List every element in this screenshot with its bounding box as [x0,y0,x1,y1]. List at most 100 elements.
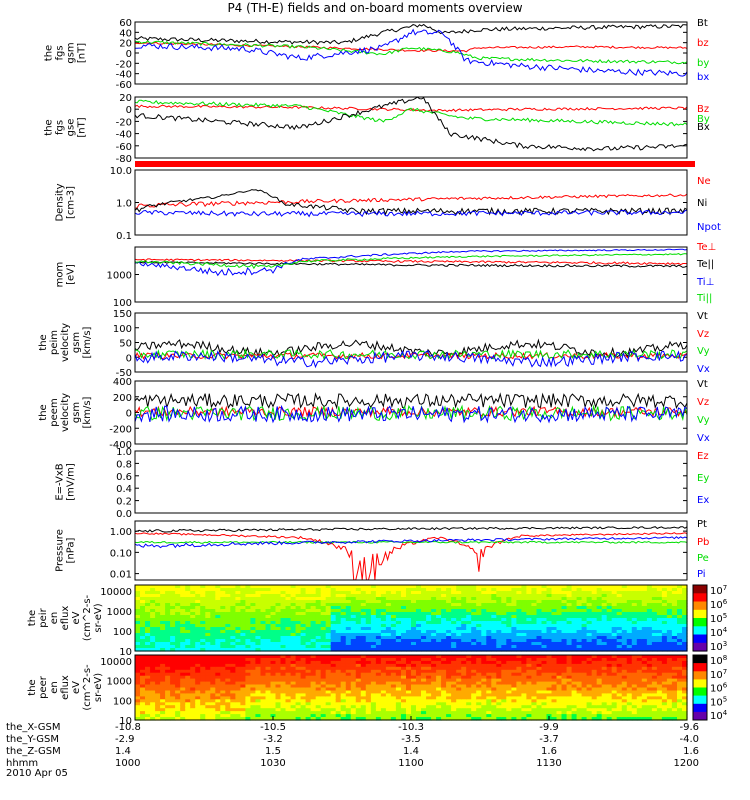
heatmap-cell [656,705,663,709]
heatmap-cell [315,597,322,601]
heatmap-cell [621,687,628,692]
heatmap-cell [225,702,231,706]
heatmap-cell [451,633,457,637]
heatmap-cell [456,624,462,628]
heatmap-cell [511,693,517,697]
heatmap-cell [641,612,648,616]
heatmap-cell [511,624,517,628]
heatmap-cell [426,618,432,622]
heatmap-cell [682,636,688,640]
heatmap-cell [571,660,578,665]
heatmap-cell [631,672,638,677]
heatmap-cell [556,711,563,715]
heatmap-cell [360,609,367,613]
heatmap-cell [235,681,241,686]
heatmap-cell [315,603,322,607]
heatmap-cell [546,693,553,697]
heatmap-cell [360,639,367,643]
heatmap-cell [345,594,352,598]
heatmap-cell [275,618,282,622]
heatmap-cell [140,714,146,718]
heatmap-cell [365,690,372,695]
heatmap-cell [677,645,683,649]
heatmap-cell [556,594,563,598]
heatmap-cell [541,658,548,662]
heatmap-cell [305,693,312,697]
heatmap-cell [230,618,236,622]
y-tick-label: 1000 [107,607,132,618]
heatmap-cell [566,618,573,622]
heatmap-cell [185,687,191,692]
heatmap-cell [626,618,633,622]
heatmap-cell [280,624,287,628]
heatmap-cell [636,612,643,616]
heatmap-cell [375,618,382,622]
heatmap-cell [626,624,633,628]
heatmap-cell [190,633,196,637]
heatmap-cell [385,658,392,662]
heatmap-cell [501,642,507,646]
heatmap-cell [155,669,161,674]
heatmap-cell [320,597,327,601]
heatmap-cell [165,675,171,680]
heatmap-cell [646,606,653,610]
heatmap-cell [471,600,477,604]
heatmap-cell [451,702,457,706]
heatmap-cell [315,687,322,692]
heatmap-cell [370,690,377,695]
heatmap-cell [561,645,568,649]
heatmap-cell [541,630,548,634]
heatmap-cell [451,690,457,695]
heatmap-cell [195,711,201,715]
heatmap-cell [240,624,246,628]
heatmap-cell [556,672,563,677]
heatmap-cell [516,678,522,683]
heatmap-cell [290,702,297,706]
heatmap-cell [601,609,608,613]
heatmap-cell [200,711,206,715]
heatmap-cell [591,663,598,668]
heatmap-cell [230,678,236,683]
y-axis-label: Pressure [55,529,66,572]
heatmap-cell [661,648,668,652]
y-axis-label: fgs [55,45,66,60]
heatmap-cell [471,627,477,631]
heatmap-cell [481,705,487,709]
heatmap-cell [350,655,357,659]
heatmap-cell [426,612,432,616]
heatmap-cell [496,675,502,680]
heatmap-cell [175,690,181,695]
heatmap-cell [536,708,543,712]
series-line-Vx [134,404,688,424]
heatmap-cell [295,693,302,697]
heatmap-cell [155,633,161,637]
heatmap-cell [260,585,267,589]
heatmap-cell [240,708,246,712]
colorbar-label: 106 [710,598,728,611]
heatmap-cell [471,681,477,686]
heatmap-cell [325,687,332,692]
heatmap-cell [501,645,507,649]
legend-bx: bx [697,72,709,83]
heatmap-cell [155,705,161,709]
heatmap-cell [486,603,492,607]
heatmap-cell [380,655,387,659]
heatmap-cell [350,645,357,649]
heatmap-cell [380,714,387,718]
heatmap-cell [591,687,598,692]
heatmap-cell [656,678,663,683]
heatmap-cell [170,645,176,649]
heatmap-cell [461,603,467,607]
heatmap-cell [641,648,648,652]
heatmap-cell [210,615,216,619]
heatmap-cell [280,639,287,643]
heatmap-cell [431,660,437,665]
heatmap-cell [355,615,362,619]
heatmap-cell [330,648,337,652]
heatmap-cell [506,618,512,622]
heatmap-cell [411,711,417,715]
heatmap-cell [325,639,332,643]
heatmap-cell [436,618,442,622]
heatmap-cell [436,699,442,703]
y-tick-label: 0.8 [116,459,132,470]
